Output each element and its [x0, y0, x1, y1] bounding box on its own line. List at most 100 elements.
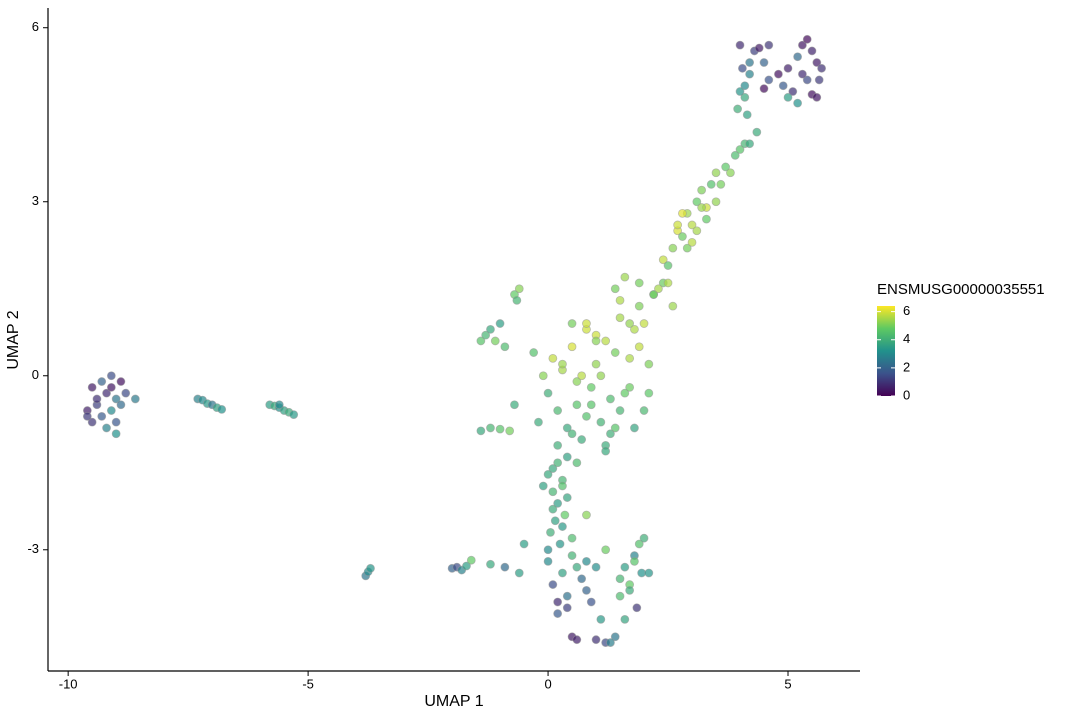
point — [798, 40, 807, 50]
point — [812, 92, 822, 102]
point — [562, 493, 572, 502]
point — [764, 40, 774, 50]
point — [481, 330, 491, 340]
point — [625, 382, 635, 392]
point — [678, 232, 687, 241]
point — [615, 313, 625, 323]
point — [606, 394, 615, 404]
point — [733, 104, 743, 114]
point — [534, 417, 543, 427]
point — [788, 87, 798, 96]
point — [740, 92, 750, 102]
point — [814, 75, 824, 85]
point — [553, 440, 563, 450]
point — [692, 197, 702, 207]
x-axis-title: UMAP 1 — [424, 693, 483, 710]
point — [668, 301, 678, 311]
point — [567, 342, 577, 352]
colorbar-tick-label: 4 — [903, 331, 910, 346]
point — [759, 84, 769, 94]
point — [562, 591, 572, 601]
point — [555, 539, 565, 549]
point — [510, 400, 519, 410]
point — [644, 359, 654, 369]
point — [586, 597, 596, 607]
point — [586, 382, 596, 392]
point — [586, 400, 596, 410]
point — [591, 635, 601, 645]
point — [543, 469, 553, 479]
point — [639, 406, 649, 415]
point — [706, 179, 716, 189]
point — [625, 353, 635, 363]
point — [538, 371, 548, 381]
legend-title: ENSMUSG00000035551 — [877, 281, 1045, 298]
point — [735, 87, 745, 96]
colorbar-tick-label: 2 — [903, 359, 910, 374]
point — [738, 63, 747, 73]
y-axis-title: UMAP 2 — [5, 310, 22, 369]
point — [783, 63, 793, 73]
point — [567, 319, 577, 328]
point — [577, 435, 587, 444]
point — [625, 585, 635, 595]
point — [121, 388, 131, 398]
point — [735, 145, 745, 154]
point — [466, 555, 476, 565]
point — [754, 43, 764, 53]
point — [687, 237, 697, 247]
point — [596, 417, 606, 427]
point — [495, 424, 505, 434]
y-tick-label: -3 — [27, 541, 39, 556]
point — [678, 208, 687, 218]
point — [490, 336, 500, 346]
point — [634, 301, 644, 311]
point — [548, 580, 558, 589]
point — [543, 545, 553, 555]
point — [663, 278, 673, 288]
point — [548, 464, 558, 473]
point — [802, 34, 812, 44]
point — [87, 417, 97, 427]
x-tick-label: 0 — [544, 676, 551, 691]
point — [106, 382, 116, 392]
point — [745, 58, 755, 67]
point — [567, 429, 577, 439]
point — [697, 185, 707, 195]
point — [106, 371, 116, 381]
point — [634, 539, 644, 549]
colorbar-tick-label: 6 — [903, 303, 910, 318]
point — [553, 406, 563, 415]
point — [610, 284, 620, 294]
point — [116, 377, 126, 386]
point — [558, 522, 567, 531]
point — [742, 110, 752, 120]
point — [548, 504, 558, 514]
point — [543, 388, 553, 398]
point — [644, 388, 654, 398]
point — [634, 278, 644, 288]
point — [649, 290, 659, 299]
point — [111, 417, 121, 427]
point — [606, 638, 615, 647]
point — [692, 226, 702, 236]
point — [476, 426, 486, 436]
point — [560, 510, 570, 520]
point — [558, 568, 567, 578]
point — [572, 400, 582, 410]
point — [726, 168, 735, 178]
point — [572, 635, 582, 645]
point — [682, 243, 692, 253]
point — [615, 591, 625, 601]
point — [97, 411, 107, 421]
y-tick-label: 6 — [32, 19, 39, 34]
point — [620, 562, 630, 572]
point — [620, 614, 630, 624]
point — [596, 371, 606, 381]
point — [548, 353, 558, 363]
point — [630, 556, 639, 566]
point — [543, 556, 553, 566]
point — [102, 423, 111, 433]
point — [529, 348, 539, 357]
